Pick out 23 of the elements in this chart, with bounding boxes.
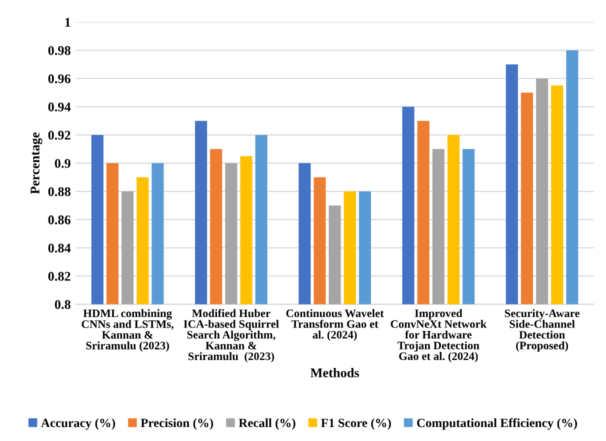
x-tick-label: Modified Huber ICA-based Squirrel Search Algorithm, Kannan & Sriramulu (2023) xyxy=(184,309,279,362)
x-axis-title: Methods xyxy=(310,368,360,378)
y-tick-label: 0.94 xyxy=(48,102,71,112)
x-tick-label: HDML combining CNNs and LSTMs, Kannan & Sriramulu (2023) xyxy=(82,309,174,352)
y-tick-label: 0.96 xyxy=(48,74,71,84)
y-tick-label: 0.92 xyxy=(48,130,70,140)
legend-label: Recall (%) xyxy=(238,418,296,430)
y-tick-label: 0.86 xyxy=(48,215,71,224)
legend-label: F1 Score (%) xyxy=(321,418,391,430)
legend-label: Accuracy (%) xyxy=(41,418,116,430)
x-tick-label: Security-Aware Side-Channel Detection (Proposed) xyxy=(504,309,580,352)
legend-label: Computational Efficiency (%) xyxy=(417,418,578,430)
legend-label: Precision (%) xyxy=(140,418,214,430)
x-tick-label: Improved ConvNeXt Network for Hardware Trojan Detection Gao et al. (2024) xyxy=(390,309,487,362)
y-tick-label: 1 xyxy=(65,18,70,27)
y-tick-label: 0.98 xyxy=(48,46,70,56)
y-axis-title: Percentage xyxy=(30,132,42,194)
y-tick-label: 0.8 xyxy=(54,300,70,310)
y-tick-label: 0.82 xyxy=(48,272,70,281)
y-tick-label: 0.84 xyxy=(48,244,71,253)
x-tick-label: Continuous Wavelet Transform Gao et al. (2024) xyxy=(286,309,384,341)
y-tick-label: 0.88 xyxy=(48,187,70,196)
y-tick-label: 0.9 xyxy=(54,158,70,168)
